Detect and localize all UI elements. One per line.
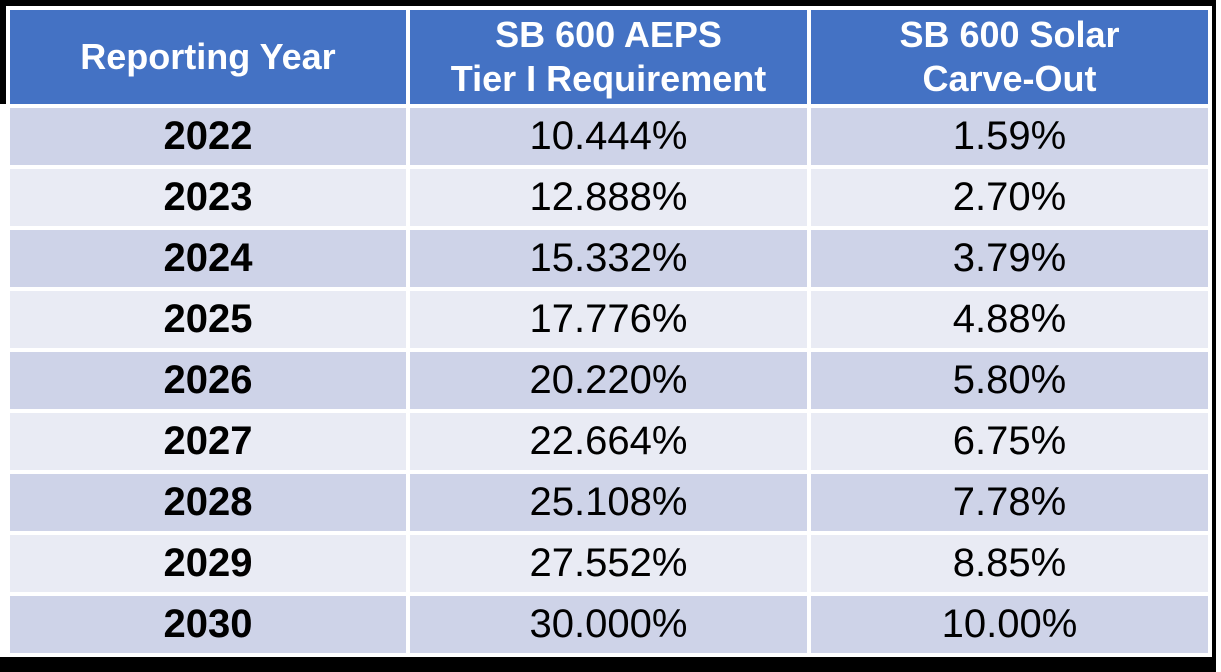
year-cell: 2030 <box>10 596 406 653</box>
header-tier1-requirement: SB 600 AEPS Tier I Requirement <box>410 10 807 104</box>
table-row: 2023 12.888% 2.70% <box>10 169 1208 226</box>
year-cell: 2022 <box>10 108 406 165</box>
table-outer-border-bottom <box>0 657 1216 672</box>
tier1-cell: 17.776% <box>410 291 807 348</box>
table-outer-border-right <box>1212 0 1216 672</box>
header-label-line2: Carve-Out <box>922 58 1097 99</box>
solar-cell: 2.70% <box>811 169 1208 226</box>
header-label: Reporting Year <box>80 36 336 77</box>
tier1-cell: 27.552% <box>410 535 807 592</box>
tier1-cell: 12.888% <box>410 169 807 226</box>
tier1-cell: 25.108% <box>410 474 807 531</box>
table-row: 2022 10.444% 1.59% <box>10 108 1208 165</box>
year-cell: 2027 <box>10 413 406 470</box>
header-label-line2: Tier I Requirement <box>450 58 767 99</box>
year-cell: 2028 <box>10 474 406 531</box>
header-row: Reporting Year SB 600 AEPS Tier I Requir… <box>10 10 1208 104</box>
aeps-requirements-table: Reporting Year SB 600 AEPS Tier I Requir… <box>6 6 1212 657</box>
solar-cell: 6.75% <box>811 413 1208 470</box>
tier1-cell: 22.664% <box>410 413 807 470</box>
solar-cell: 1.59% <box>811 108 1208 165</box>
year-cell: 2024 <box>10 230 406 287</box>
table-row: 2029 27.552% 8.85% <box>10 535 1208 592</box>
table-row: 2028 25.108% 7.78% <box>10 474 1208 531</box>
table-row: 2027 22.664% 6.75% <box>10 413 1208 470</box>
solar-cell: 10.00% <box>811 596 1208 653</box>
solar-cell: 3.79% <box>811 230 1208 287</box>
table-outer-border-top <box>0 0 1216 6</box>
year-cell: 2025 <box>10 291 406 348</box>
table-row: 2024 15.332% 3.79% <box>10 230 1208 287</box>
solar-cell: 5.80% <box>811 352 1208 409</box>
header-solar-carveout: SB 600 Solar Carve-Out <box>811 10 1208 104</box>
solar-cell: 4.88% <box>811 291 1208 348</box>
solar-cell: 7.78% <box>811 474 1208 531</box>
table-row: 2025 17.776% 4.88% <box>10 291 1208 348</box>
tier1-cell: 30.000% <box>410 596 807 653</box>
header-label-line1: SB 600 Solar <box>899 14 1120 55</box>
tier1-cell: 20.220% <box>410 352 807 409</box>
table-row: 2026 20.220% 5.80% <box>10 352 1208 409</box>
tier1-cell: 10.444% <box>410 108 807 165</box>
table-outer-border-left <box>0 0 6 104</box>
year-cell: 2029 <box>10 535 406 592</box>
solar-cell: 8.85% <box>811 535 1208 592</box>
header-label-line1: SB 600 AEPS <box>495 14 722 55</box>
table-row: 2030 30.000% 10.00% <box>10 596 1208 653</box>
tier1-cell: 15.332% <box>410 230 807 287</box>
year-cell: 2023 <box>10 169 406 226</box>
header-reporting-year: Reporting Year <box>10 10 406 104</box>
year-cell: 2026 <box>10 352 406 409</box>
